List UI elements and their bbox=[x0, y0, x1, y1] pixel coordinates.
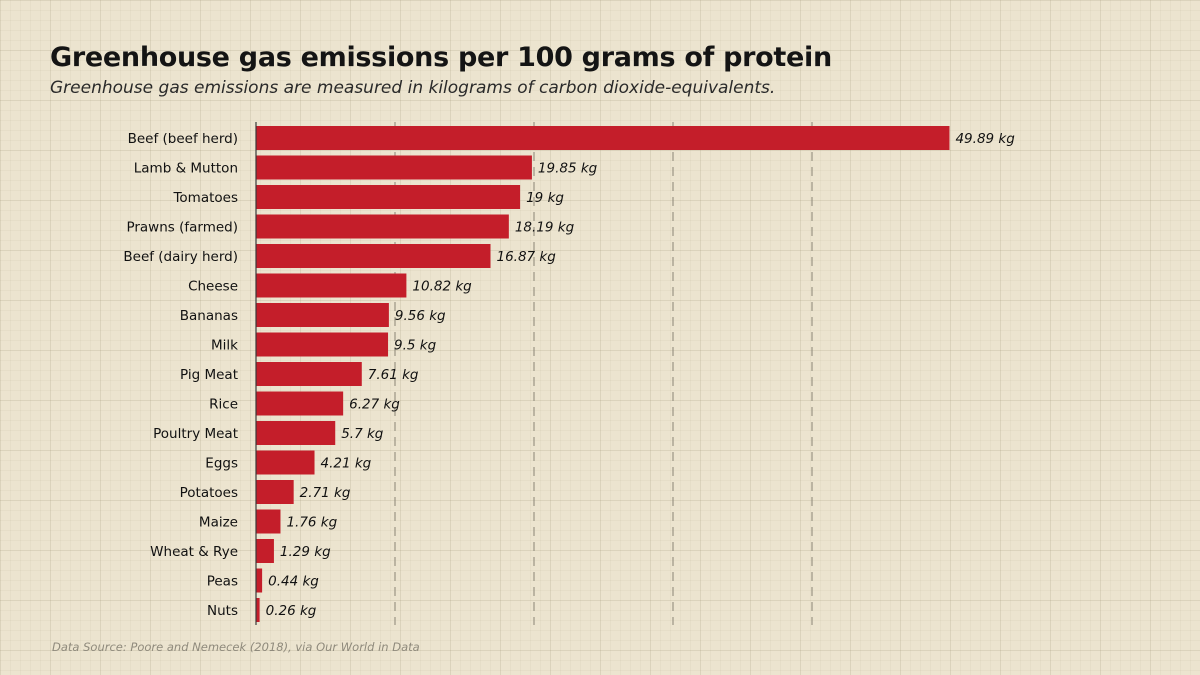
category-label: Pig Meat bbox=[180, 367, 238, 383]
bar-poultry-meat bbox=[256, 421, 336, 445]
bar-pig-meat bbox=[256, 362, 362, 386]
value-label: 2.71 kg bbox=[300, 485, 351, 501]
data-source-note: Data Source: Poore and Nemecek (2018), v… bbox=[52, 640, 420, 654]
bar-bananas bbox=[256, 303, 389, 327]
bar-eggs bbox=[256, 450, 315, 475]
bar-potatoes bbox=[256, 480, 294, 504]
category-label: Prawns (farmed) bbox=[126, 220, 238, 236]
value-label: 1.76 kg bbox=[286, 515, 337, 531]
value-label: 49.89 kg bbox=[955, 131, 1015, 147]
value-label: 10.82 kg bbox=[412, 279, 472, 295]
category-label: Beef (dairy herd) bbox=[123, 249, 238, 265]
value-label: 1.29 kg bbox=[280, 544, 331, 560]
value-label: 5.7 kg bbox=[341, 426, 384, 442]
bar-beef-beef-herd bbox=[256, 126, 950, 150]
value-label: 0.44 kg bbox=[268, 574, 319, 590]
category-label: Nuts bbox=[207, 603, 238, 619]
chart-subtitle: Greenhouse gas emissions are measured in… bbox=[50, 78, 776, 98]
value-label: 16.87 kg bbox=[496, 249, 556, 265]
bar-milk bbox=[256, 332, 389, 357]
value-label: 18.19 kg bbox=[515, 220, 575, 236]
bar-prawns-farmed bbox=[256, 214, 509, 239]
category-label: Wheat & Rye bbox=[150, 544, 238, 560]
bar-peas bbox=[256, 568, 263, 593]
category-label: Bananas bbox=[180, 308, 238, 324]
value-label: 19 kg bbox=[526, 190, 564, 206]
bar-cheese bbox=[256, 273, 407, 298]
category-label: Lamb & Mutton bbox=[134, 161, 238, 177]
category-label: Peas bbox=[207, 574, 238, 590]
category-label: Rice bbox=[209, 397, 238, 413]
bar-tomatoes bbox=[256, 185, 521, 209]
category-label: Poultry Meat bbox=[153, 426, 238, 442]
bar-beef-dairy-herd bbox=[256, 244, 491, 268]
value-label: 4.21 kg bbox=[321, 456, 372, 472]
value-label: 9.56 kg bbox=[395, 308, 446, 324]
category-label: Cheese bbox=[188, 279, 238, 295]
category-label: Tomatoes bbox=[172, 190, 238, 206]
value-label: 7.61 kg bbox=[368, 367, 419, 383]
value-label: 6.27 kg bbox=[349, 397, 400, 413]
bar-nuts bbox=[256, 598, 260, 622]
category-label: Eggs bbox=[205, 456, 238, 472]
bar-wheat-rye bbox=[256, 539, 274, 563]
bar-rice bbox=[256, 391, 344, 416]
value-label: 9.5 kg bbox=[394, 338, 437, 354]
value-label: 0.26 kg bbox=[266, 603, 317, 619]
bar-lamb-mutton bbox=[256, 155, 532, 180]
value-label: 19.85 kg bbox=[538, 161, 598, 177]
category-label: Potatoes bbox=[180, 485, 238, 501]
category-label: Milk bbox=[211, 338, 238, 354]
category-label: Maize bbox=[199, 515, 238, 531]
category-label: Beef (beef herd) bbox=[128, 131, 238, 147]
bar-maize bbox=[256, 509, 281, 534]
chart-title: Greenhouse gas emissions per 100 grams o… bbox=[50, 42, 832, 73]
